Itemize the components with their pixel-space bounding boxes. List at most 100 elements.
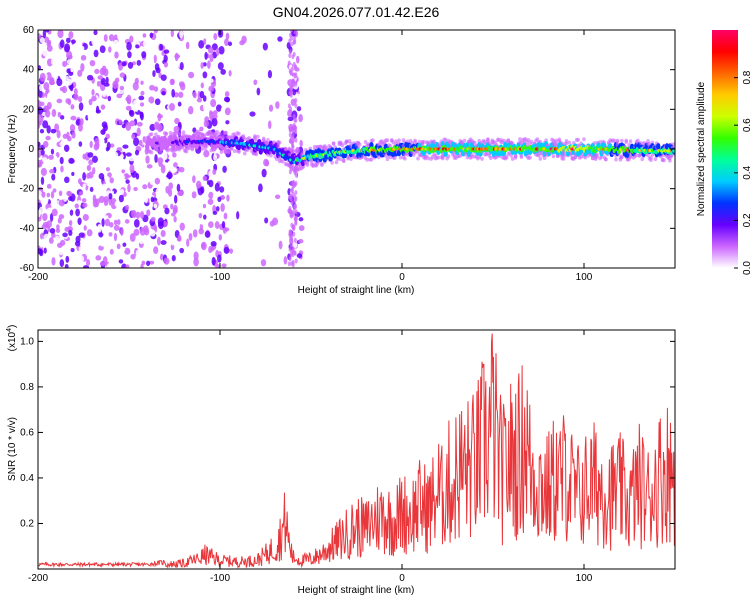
heatmap-cell	[51, 208, 58, 217]
heatmap-cell	[43, 247, 47, 254]
heatmap-cell	[114, 51, 119, 59]
heatmap-cell	[208, 191, 214, 200]
heatmap-cell	[133, 218, 140, 228]
heatmap-cell	[289, 139, 293, 145]
heatmap-cell	[388, 155, 393, 160]
heatmap-cell	[105, 175, 110, 184]
heatmap-cell	[154, 63, 160, 71]
x-tick-label: -100	[210, 272, 230, 283]
heatmap-cell	[38, 206, 44, 215]
heatmap-cell	[582, 137, 586, 142]
heatmap-cell	[604, 157, 608, 162]
heatmap-cell	[116, 93, 123, 99]
heatmap-cell	[649, 157, 653, 162]
heatmap-cell	[108, 232, 113, 237]
heatmap-cell	[39, 72, 46, 82]
heatmap-cell	[62, 60, 68, 68]
heatmap-cell	[104, 218, 111, 227]
heatmap-cell	[268, 41, 274, 49]
heatmap-cell	[111, 166, 117, 173]
snr-y-label: SNR (10 * v/v)	[7, 417, 18, 481]
heatmap-cell	[105, 76, 109, 85]
heatmap-cell	[538, 156, 543, 161]
heatmap-cell	[213, 113, 218, 120]
heatmap-cell	[51, 173, 56, 181]
heatmap-cell	[294, 190, 298, 196]
heatmap-cell	[288, 247, 292, 253]
heatmap-cell	[39, 128, 45, 134]
heatmap-cell	[148, 57, 155, 63]
heatmap-cell	[242, 136, 247, 141]
heatmap-cell	[576, 137, 580, 142]
heatmap-cell	[620, 154, 624, 159]
x-tick-label: -200	[28, 573, 48, 584]
heatmap-cell	[142, 165, 147, 174]
heatmap-cell	[215, 206, 220, 212]
heatmap-cell	[148, 96, 155, 104]
heatmap-cell	[528, 155, 532, 160]
heatmap-cell	[193, 257, 199, 267]
heatmap-cell	[653, 157, 658, 162]
heatmap-cell	[184, 46, 191, 55]
heatmap-cell	[138, 95, 145, 101]
heatmap-cell	[293, 73, 297, 79]
heatmap-cell	[108, 46, 112, 53]
heatmap-cell	[331, 141, 336, 146]
snr-series-line	[38, 333, 675, 569]
heatmap-cell	[126, 41, 132, 51]
heatmap-cell	[129, 233, 136, 242]
heatmap-cell	[129, 196, 134, 205]
snr-frame	[37, 329, 676, 570]
heatmap-cell	[82, 172, 87, 181]
heatmap-cell	[139, 102, 145, 107]
heatmap-cell	[199, 218, 205, 225]
y-tick-label: 60	[23, 25, 35, 36]
heatmap-cell	[142, 184, 148, 190]
heatmap-cell	[46, 125, 51, 134]
heatmap-cell	[136, 127, 141, 137]
heatmap-cell	[263, 158, 269, 167]
snr-y-ticks: 0.2 0.4 0.6 0.8 1.0	[20, 336, 675, 529]
heatmap-cell	[174, 194, 178, 204]
heatmap-cell	[330, 160, 334, 165]
heatmap-cell	[224, 107, 231, 116]
heatmap-cell	[118, 259, 124, 264]
heatmap-cell	[42, 212, 48, 222]
heatmap-cell	[86, 229, 93, 237]
heatmap-cell	[292, 209, 296, 215]
heatmap-cell	[178, 166, 185, 173]
heatmap-cell	[229, 146, 234, 151]
heatmap-cell	[119, 72, 126, 78]
heatmap-cell	[397, 138, 401, 143]
x-tick-label: 0	[399, 272, 405, 283]
heatmap-cell	[93, 49, 99, 58]
heatmap-cell	[672, 148, 675, 153]
heatmap-cell	[513, 155, 518, 160]
heatmap-cell	[122, 242, 127, 247]
heatmap-cell	[38, 99, 41, 107]
heatmap-cell	[289, 32, 293, 38]
heatmap-cell	[224, 149, 228, 154]
heatmap-cell	[173, 36, 179, 44]
heatmap-cell	[205, 39, 211, 44]
heatmap-cell	[105, 167, 110, 172]
heatmap-cell	[113, 224, 120, 231]
heatmap-cell	[484, 152, 489, 157]
heatmap-cell	[124, 247, 131, 255]
heatmap-cell	[164, 131, 168, 136]
heatmap-cell	[38, 106, 44, 115]
heatmap-cell	[120, 174, 125, 180]
heatmap-cell	[199, 223, 204, 231]
heatmap-cell	[237, 149, 241, 154]
heatmap-cell	[129, 120, 136, 127]
heatmap-cell	[103, 82, 110, 87]
heatmap-cell	[70, 104, 75, 110]
heatmap-cell	[88, 208, 93, 218]
heatmap-cell	[98, 137, 105, 145]
heatmap-cell	[113, 69, 118, 79]
heatmap-cell	[186, 238, 190, 247]
heatmap-cell	[158, 162, 164, 167]
heatmap-cell	[158, 246, 165, 253]
heatmap-cell	[88, 159, 94, 166]
heatmap-cell	[179, 247, 185, 254]
